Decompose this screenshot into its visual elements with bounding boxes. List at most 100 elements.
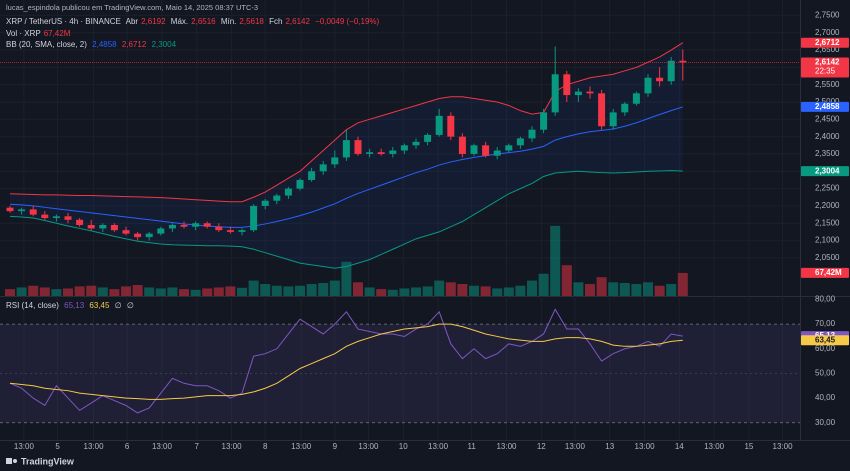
y-tick-label: 2,7500 (815, 11, 840, 20)
candle-body (574, 91, 582, 96)
footer-brand: TradingView (21, 456, 75, 466)
axis-badge-label: 2,4858 (815, 102, 840, 111)
legend-value: ∅ (114, 301, 122, 310)
volume-bar (480, 286, 491, 296)
legend-key: Máx. (170, 17, 189, 26)
volume-bar (86, 285, 97, 296)
candle-body (470, 145, 478, 154)
volume-bar (445, 282, 456, 296)
x-tick-label: 6 (125, 442, 130, 451)
candle-body (656, 77, 664, 82)
candle-body (319, 164, 327, 172)
volume-bar (202, 288, 213, 296)
x-tick-label: 13:00 (635, 442, 656, 451)
legend-key: Mín. (220, 17, 237, 26)
candle-body (273, 195, 281, 201)
volume-bar (596, 277, 607, 296)
volume-bar (538, 273, 549, 296)
volume-bar (666, 284, 677, 296)
axis-badge-label: 2,3004 (815, 166, 840, 175)
candle-body (458, 136, 466, 154)
y-tick-label: 2,2500 (815, 184, 840, 193)
volume-bar (469, 285, 479, 296)
volume-bar (318, 282, 329, 296)
volume-legend: Vol · XRP 67,42M (6, 29, 73, 38)
volume-bar (503, 287, 514, 296)
legend-value: 2,4858 (92, 40, 117, 49)
candle-body (134, 233, 142, 238)
candle-body (52, 216, 60, 219)
candle-body (64, 216, 72, 220)
x-tick-label: 14 (675, 442, 684, 451)
volume-bar (608, 282, 619, 296)
candle-body (87, 224, 95, 229)
candle-body (447, 115, 455, 137)
x-tick-label: 10 (399, 442, 408, 451)
candle-body (366, 152, 374, 154)
x-tick-label: 13:00 (152, 442, 173, 451)
candle-body (203, 223, 211, 227)
axis-badge (801, 37, 849, 48)
volume-bar (190, 289, 201, 296)
legend-value: 2,6712 (121, 40, 147, 49)
volume-bar (5, 289, 15, 296)
grid (0, 323, 800, 424)
candle-body (586, 91, 594, 94)
volume-bar (515, 285, 526, 296)
y-tick-label: 2,1500 (815, 218, 840, 227)
candle-body (110, 224, 118, 231)
candle-body (435, 115, 443, 135)
candle-body (226, 230, 234, 232)
x-tick-label: 13:00 (84, 442, 105, 451)
volume-bar (492, 288, 503, 296)
candle-body (540, 112, 548, 130)
bb-line (9, 170, 683, 269)
candle-body (493, 150, 501, 156)
x-tick-label: 7 (195, 442, 200, 451)
x-tick-label: 13:00 (428, 442, 449, 451)
volume-bar (167, 287, 178, 296)
candle-body (528, 129, 536, 139)
y-tick-label: 2,2000 (815, 201, 840, 210)
legend-value: 2,3004 (151, 40, 177, 49)
volume-bar (631, 284, 642, 296)
legend-value: ∅ (126, 301, 134, 310)
volume-bar (213, 287, 224, 296)
candle-body (644, 77, 652, 94)
candle-body (284, 188, 292, 196)
footer-logo: TradingView (6, 456, 75, 466)
x-tick-label: 15 (744, 442, 753, 451)
y-tick-label: 2,5000 (815, 97, 840, 106)
rsi-legend: RSI (14, close) 65,13 63,45 ∅ ∅ (6, 301, 137, 310)
volume-bar (422, 286, 433, 296)
candle-body (516, 138, 524, 146)
y-tick-label: 2,0500 (815, 253, 840, 262)
legend-value: 67,42M (43, 29, 71, 38)
legend-value: 65,13 (64, 301, 85, 310)
x-tick-label: 9 (333, 442, 338, 451)
legend-key: RSI (14, close) (6, 301, 59, 310)
volume-bar (74, 286, 85, 296)
axis-badge (801, 166, 849, 177)
candle-body (632, 93, 640, 104)
x-tick-label: 8 (263, 442, 268, 451)
candle-body (424, 134, 432, 142)
y-tick-label: 2,4000 (815, 132, 840, 141)
y-tick-label: 2,6500 (815, 45, 840, 54)
rsi-tick-label: 40,00 (815, 393, 836, 402)
volume-bar (248, 280, 259, 296)
x-tick-label: 13:00 (565, 442, 586, 451)
legend-change: −0,0049 (−0,19%) (315, 17, 380, 26)
legend-key: Fch (269, 17, 283, 26)
candle-body (192, 223, 200, 227)
volume-bar (364, 287, 375, 296)
volume-bar (643, 282, 653, 296)
volume-bar (399, 288, 410, 296)
candle-body (482, 145, 490, 156)
volume-bar (132, 285, 143, 296)
candle-body (29, 209, 37, 215)
volume-bar (573, 282, 584, 296)
y-tick-label: 2,5500 (815, 80, 840, 89)
